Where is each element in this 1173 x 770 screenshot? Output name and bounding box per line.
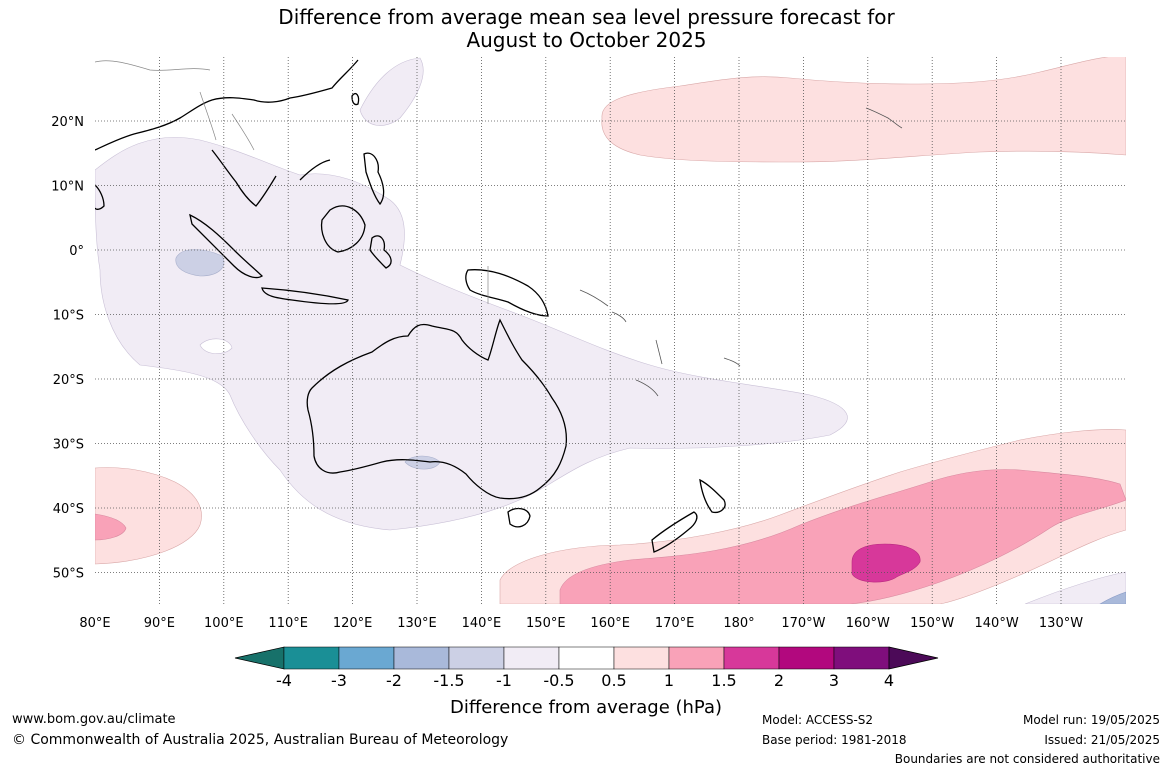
longitude-label: 130°E [397, 616, 437, 631]
positive-anomaly-region [601, 57, 1126, 163]
colorbar-tick-label: -1.5 [433, 671, 464, 690]
colorbar-tick-labels: -4 -3 -2 -1.5 -1 -0.5 0.5 1 1.5 2 3 4 [276, 671, 894, 690]
colorbar-swatch [613, 646, 670, 670]
latitude-labels: 20°N 10°N 0° 10°S 20°S 30°S 40°S 50°S [51, 115, 84, 582]
colorbar-swatch [833, 646, 890, 670]
base-period: Base period: 1981-2018 [762, 733, 907, 747]
latitude-label: 20°S [53, 373, 84, 388]
longitude-label: 180° [723, 616, 754, 631]
new-caledonia [635, 379, 659, 397]
longitude-label: 110°E [268, 616, 308, 631]
colorbar-swatch [393, 646, 450, 670]
colorbar-swatch [558, 646, 615, 670]
longitude-labels: 80°E 90°E 100°E 110°E 120°E 130°E 140°E 150°E 16… [79, 616, 1083, 631]
java-coast [261, 287, 349, 305]
model-info: Model: ACCESS-S2 [762, 713, 874, 727]
hawaii [865, 107, 903, 129]
tasmania-coast [507, 507, 531, 528]
source-url[interactable]: www.bom.gov.au/climate [12, 712, 176, 727]
latitude-label: 0° [69, 244, 84, 259]
latitude-label: 40°S [53, 502, 84, 517]
longitude-label: 150°W [910, 616, 954, 631]
negative-anomaly-edge [1099, 591, 1126, 604]
colorbar-swatch [668, 646, 725, 670]
map-title-line1: Difference from average mean sea level p… [278, 5, 895, 29]
negative-anomaly-region [95, 137, 848, 531]
longitude-label: 80°E [79, 616, 110, 631]
colorbar-tick-label: -1 [496, 671, 512, 690]
latitude-label: 10°N [51, 180, 84, 195]
longitude-label: 160°E [590, 616, 630, 631]
longitude-label: 130°W [1039, 616, 1083, 631]
colorbar-tick-label: 2 [774, 671, 784, 690]
solomon-islands [579, 289, 627, 323]
colorbar-tick-label: 3 [829, 671, 839, 690]
colorbar-tick-label: -3 [331, 671, 347, 690]
colorbar-swatch [448, 646, 505, 670]
colorbar-max-arrow [888, 646, 939, 670]
negative-anomaly-region [359, 57, 424, 126]
coastlines [95, 59, 726, 553]
boundaries-disclaimer: Boundaries are not considered authoritat… [894, 752, 1160, 766]
sumatra-coast [189, 213, 264, 279]
map-title-line2: August to October 2025 [466, 28, 707, 52]
colorbar-swatch [723, 646, 780, 670]
colorbar-tick-label: 1.5 [711, 671, 736, 690]
australia-coast [306, 318, 568, 500]
map-gridlines [95, 57, 1126, 604]
issued-date: Issued: 21/05/2025 [1044, 733, 1160, 747]
colorbar-tick-label: 1 [664, 671, 674, 690]
country-borders [95, 60, 489, 304]
colorbar-min-arrow [234, 646, 285, 670]
colorbar-tick-label: 4 [884, 671, 894, 690]
longitude-label: 150°E [526, 616, 566, 631]
colorbar-tick-label: -4 [276, 671, 292, 690]
longitude-label: 160°W [846, 616, 890, 631]
negative-anomaly-edge [1024, 571, 1126, 604]
positive-anomaly-region [95, 467, 202, 565]
new-zealand-north-coast [699, 478, 726, 514]
colorbar-tick-label: -0.5 [543, 671, 574, 690]
new-guinea-coast [465, 269, 549, 317]
latitude-label: 10°S [53, 309, 84, 324]
islands [579, 107, 903, 397]
longitude-label: 140°W [975, 616, 1019, 631]
latitude-label: 20°N [51, 115, 84, 130]
philippines-coast [363, 152, 385, 206]
colorbar-label: Difference from average (hPa) [450, 697, 722, 718]
positive-anomaly-core [95, 513, 127, 541]
colorbar-swatch [778, 646, 835, 670]
longitude-label: 90°E [144, 616, 175, 631]
vanuatu [655, 339, 663, 365]
colorbar-tick-label: 0.5 [601, 671, 626, 690]
longitude-label: 170°E [655, 616, 695, 631]
model-run-date: Model run: 19/05/2025 [1022, 713, 1160, 727]
longitude-label: 100°E [204, 616, 244, 631]
colorbar [234, 646, 939, 670]
positive-anomaly-core [559, 469, 1126, 604]
india-coast [95, 184, 105, 210]
colorbar-swatch [338, 646, 395, 670]
borneo-coast [320, 205, 366, 253]
negative-anomaly-patch [175, 249, 225, 277]
longitude-label: 170°W [781, 616, 825, 631]
taiwan-coast [351, 92, 360, 106]
latitude-label: 50°S [53, 567, 84, 582]
copyright: © Commonwealth of Australia 2025, Austra… [12, 732, 509, 748]
latitude-label: 30°S [53, 438, 84, 453]
colorbar-tick-label: -2 [386, 671, 402, 690]
new-zealand-south-coast [651, 511, 698, 553]
sulawesi-coast [369, 235, 392, 269]
colorbar-swatch [503, 646, 560, 670]
longitude-label: 140°E [462, 616, 502, 631]
longitude-label: 120°E [333, 616, 373, 631]
colorbar-swatch [283, 646, 340, 670]
fiji [723, 357, 741, 367]
